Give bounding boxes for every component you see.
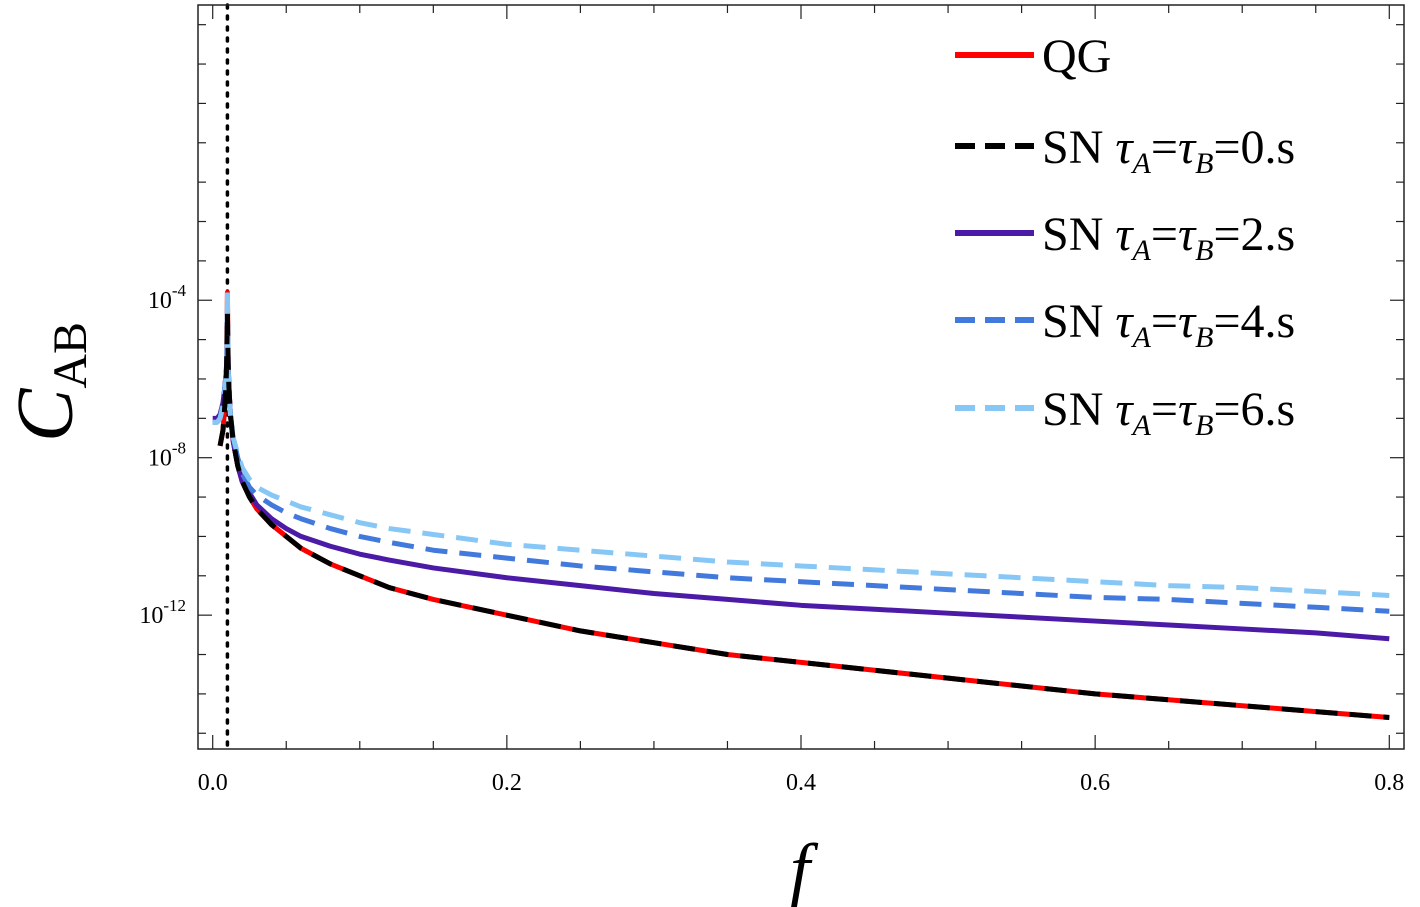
x-tick-label: 0.4 <box>786 770 816 796</box>
legend-label: SN τA=τB=4.s <box>1042 295 1295 354</box>
legend: QG SN τA=τB=0.s SN τA=τB=2.s SN τA=τB=4.s SN… <box>955 30 1295 442</box>
y-axis-title-sub: AB <box>44 322 97 389</box>
legend-label: QG <box>1042 30 1111 83</box>
x-tick-label: 0.2 <box>492 770 522 796</box>
legend-label: SN τA=τB=2.s <box>1042 208 1295 267</box>
x-tick-label: 0.8 <box>1374 770 1404 796</box>
x-tick-label: 0.0 <box>198 770 228 796</box>
y-tick-label: 10-12 <box>139 596 186 629</box>
plot-frame <box>197 4 1405 750</box>
plot-lines <box>212 3 1390 751</box>
y-axis-title: CAB <box>2 322 97 442</box>
axis-ticks <box>198 5 1404 749</box>
legend-label: SN τA=τB=6.s <box>1042 383 1295 442</box>
y-axis-title-base: C <box>2 387 90 442</box>
x-axis-title: f <box>790 829 819 907</box>
series-line <box>212 313 1390 642</box>
x-tick-label: 0.6 <box>1080 770 1110 796</box>
series-line <box>217 309 1390 721</box>
svg-text:CAB: CAB <box>2 322 97 442</box>
y-tick-label: 10-4 <box>148 281 187 314</box>
legend-label: SN τA=τB=0.s <box>1042 121 1295 180</box>
tick-labels: 0.0 0.2 0.4 0.6 0.8 10-4 10-8 10-12 <box>139 281 1404 796</box>
y-tick-label: 10-8 <box>148 439 186 472</box>
series-line <box>217 289 1390 721</box>
